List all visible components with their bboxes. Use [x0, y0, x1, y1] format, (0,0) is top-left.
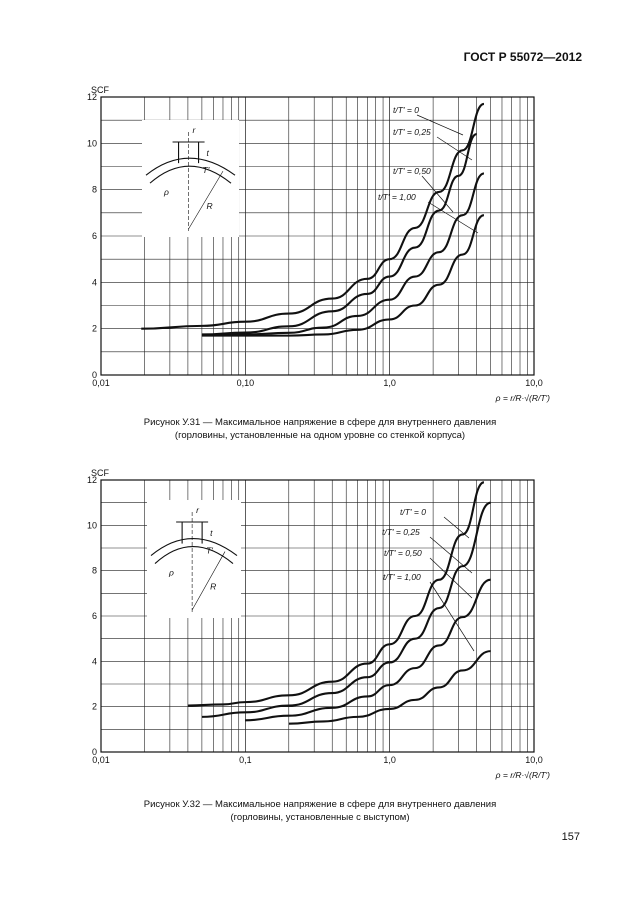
series-label-3: t/T' = 0,50	[384, 548, 422, 558]
y-tick-label: 10	[87, 520, 97, 530]
sketch-background	[142, 120, 239, 237]
sketch-label-rho: ρ	[168, 568, 174, 578]
series-line-1	[141, 102, 485, 330]
caption-2-line-1: Рисунок У.32 — Максимальное напряжение в…	[143, 799, 497, 810]
sketch-label-t: t	[207, 148, 210, 158]
chart-2: 0 2 4 6 8 10 12 0,01 0,1 1,0 10,0 SCF ρ = r/R·√(R/T'…	[87, 468, 550, 780]
x-tick-label: 1,0	[383, 755, 396, 765]
series-line-3	[201, 172, 485, 337]
x-tick-label: 0,1	[239, 755, 252, 765]
page-number: 157	[561, 831, 580, 843]
x-tick-label: 0,01	[92, 755, 110, 765]
y-tick-label: 8	[92, 185, 97, 195]
series-leader-2	[429, 536, 473, 574]
series-leader-3	[429, 557, 473, 599]
shell-outer-line	[145, 157, 236, 176]
nozzle-sketch: r t T' ρ R	[147, 500, 241, 618]
series-leader-4	[427, 201, 479, 234]
y-tick-label: 6	[92, 231, 97, 241]
series-leader-1	[443, 516, 470, 539]
shell-outer-line	[150, 538, 238, 556]
nozzle-sketch: r t T' ρ R	[142, 120, 239, 237]
sketch-label-T: T'	[206, 546, 213, 556]
x-tick-label: 1,0	[383, 378, 396, 388]
sketch-background	[147, 500, 241, 618]
shell-inner-line	[149, 165, 232, 184]
x-tick-label: 10,0	[525, 755, 543, 765]
series-line-1	[187, 481, 485, 707]
series-leader-4	[429, 581, 475, 652]
y-tick-label: 0	[92, 370, 97, 380]
x-axis-label: ρ = r/R·√(R/T')	[495, 770, 551, 780]
sketch-label-R: R	[207, 201, 213, 211]
series-label-3: t/T' = 0,50	[393, 166, 431, 176]
x-axis-label: ρ = r/R·√(R/T')	[495, 393, 551, 403]
y-tick-label: 12	[87, 92, 97, 102]
sketch-label-r: r	[196, 505, 200, 515]
caption-1-line-1: Рисунок У.31 — Максимальное напряжение в…	[143, 417, 497, 428]
series-leader-1	[416, 114, 464, 136]
y-tick-label: 6	[92, 611, 97, 621]
series-label-1: t/T' = 0	[400, 507, 426, 517]
series-line-2	[201, 501, 491, 718]
caption-figure-2: Рисунок У.32 — Максимальное напряжение в…	[60, 798, 580, 824]
radius-line	[188, 170, 224, 230]
caption-figure-1: Рисунок У.31 — Максимальное напряжение в…	[60, 416, 580, 442]
x-tick-label: 10,0	[525, 378, 543, 388]
y-axis-label: SCF	[91, 468, 110, 478]
plot-frame	[100, 96, 535, 376]
y-tick-label: 4	[92, 656, 97, 666]
x-tick-label: 0,01	[92, 378, 110, 388]
series-leader-3	[421, 175, 454, 213]
series-line-3	[245, 578, 491, 722]
x-tick-label: 0,10	[237, 378, 255, 388]
series-label-2: t/T' = 0,25	[393, 127, 431, 137]
series-label-4: t/T' = 1,00	[383, 572, 421, 582]
y-tick-label: 8	[92, 566, 97, 576]
y-tick-label: 0	[92, 747, 97, 757]
series-label-4: t/T' = 1,00	[378, 192, 416, 202]
series-line-2	[201, 133, 478, 336]
y-tick-label: 10	[87, 138, 97, 148]
series-label-2: t/T' = 0,25	[382, 527, 420, 537]
plot-frame	[100, 479, 535, 753]
series-label-1: t/T' = 0	[393, 105, 419, 115]
sketch-label-t: t	[210, 528, 213, 538]
radius-line	[191, 551, 226, 611]
y-axis-label: SCF	[91, 85, 110, 95]
y-tick-label: 4	[92, 277, 97, 287]
sketch-label-rho: ρ	[163, 187, 169, 197]
sketch-label-R: R	[210, 582, 216, 592]
y-tick-label: 2	[92, 702, 97, 712]
document-header: ГОСТ Р 55072—2012	[463, 50, 582, 64]
caption-1-line-2: (горловины, установленные на одном уровн…	[174, 430, 466, 441]
chart-1: 0 2 4 6 8 10 12 0,01 0,10 1,0 10,0 SCF ρ = r/R·√(R/T…	[87, 85, 550, 403]
caption-2-line-2: (горловины, установленные с выступом)	[230, 812, 410, 823]
series-line-4	[201, 214, 485, 337]
series-leader-2	[436, 136, 473, 161]
sketch-label-r: r	[193, 125, 197, 135]
shell-inner-line	[154, 546, 234, 564]
y-tick-label: 12	[87, 475, 97, 485]
sketch-label-T: T'	[203, 165, 210, 175]
y-tick-label: 2	[92, 324, 97, 334]
series-line-4	[288, 650, 491, 725]
